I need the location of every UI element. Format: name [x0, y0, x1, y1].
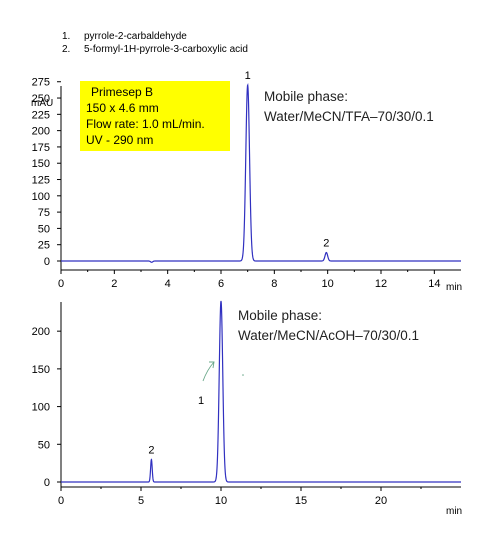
peak-label-2-bottom: 2 [148, 444, 154, 456]
x-tick-label: 10 [322, 278, 334, 290]
chromatogram-trace-bottom [61, 300, 461, 483]
column-info-box: Primesep B 150 x 4.6 mm Flow rate: 1.0 m… [80, 81, 230, 151]
mobile-phase-top: Mobile phase: Water/MeCN/TFA–70/30/0.1 [264, 87, 434, 127]
mobile-phase-label: Mobile phase: [264, 89, 349, 104]
y-tick-label: 100 [32, 191, 50, 203]
y-tick-label: 200 [32, 126, 50, 138]
mobile-phase-label: Mobile phase: [238, 308, 323, 323]
x-tick-label: 0 [58, 278, 64, 290]
x-tick-label: 4 [165, 278, 171, 290]
y-tick-label: 25 [38, 240, 50, 252]
y-tick-label: 50 [38, 439, 50, 451]
x-tick-label: 6 [218, 278, 224, 290]
peak-label-2-top: 2 [323, 238, 329, 250]
peak-label-1-bottom: 1 [198, 395, 204, 407]
y-tick-label: 250 [32, 93, 50, 105]
y-tick-label: 0 [44, 256, 50, 268]
x-tick-label: 15 [295, 495, 307, 507]
y-tick-label: 0 [44, 477, 50, 489]
y-tick-label: 225 [32, 109, 50, 121]
x-tick-label: 12 [375, 278, 387, 290]
stray-mark [242, 374, 244, 376]
legend-compound-name: 5-formyl-1H-pyrrole-3-carboxylic acid [84, 44, 248, 55]
x-tick-label: 10 [215, 495, 227, 507]
chromatogram-trace-top [61, 82, 461, 263]
x-tick-label: 20 [375, 495, 387, 507]
y-tick-label: 100 [32, 402, 50, 414]
y-tick-label: 125 [32, 175, 50, 187]
mobile-phase-bottom: Mobile phase: Water/MeCN/AcOH–70/30/0.1 [238, 306, 419, 346]
peak-label-1-top: 1 [245, 70, 251, 82]
chart-tfa: 0 25 50 75 100 125 150 175 200 225 250 275 0 2 4 6 8 10 1… [31, 70, 462, 293]
y-axis-unit-label: mAU [31, 98, 53, 109]
mobile-phase-value: Water/MeCN/AcOH–70/30/0.1 [238, 328, 420, 343]
arrow-annotation [202, 361, 215, 382]
y-tick-label: 50 [38, 223, 50, 235]
detection: UV - 290 nm [86, 133, 154, 147]
chart-acoh: 0 50 100 150 200 0 5 10 15 20 min 1 2 [32, 300, 462, 517]
x-tick-label: 0 [58, 495, 64, 507]
x-tick-label: 2 [111, 278, 117, 290]
x-tick-label: 14 [428, 278, 440, 290]
column-dimensions: 150 x 4.6 mm [86, 101, 159, 115]
x-axis-unit-label-top: min [446, 282, 462, 293]
y-tick-label: 150 [32, 158, 50, 170]
flow-rate: Flow rate: 1.0 mL/min. [86, 117, 205, 131]
x-tick-label: 5 [138, 495, 144, 507]
x-tick-label: 8 [271, 278, 277, 290]
y-tick-label: 75 [38, 207, 50, 219]
legend-compound-name: pyrrole-2-carbaldehyde [84, 31, 187, 42]
y-tick-label: 200 [32, 326, 50, 338]
y-tick-label: 150 [32, 364, 50, 376]
mobile-phase-value: Water/MeCN/TFA–70/30/0.1 [264, 109, 434, 124]
x-axis-unit-label-bottom: min [446, 506, 462, 517]
y-tick-label: 275 [32, 77, 50, 89]
legend-item: 2. 5-formyl-1H-pyrrole-3-carboxylic acid [62, 44, 248, 55]
legend-item: 1. pyrrole-2-carbaldehyde [62, 31, 187, 42]
y-tick-label: 175 [32, 142, 50, 154]
compound-legend: 1. pyrrole-2-carbaldehyde 2. 5-formyl-1H… [62, 30, 248, 56]
column-name: Primesep B [91, 85, 154, 99]
